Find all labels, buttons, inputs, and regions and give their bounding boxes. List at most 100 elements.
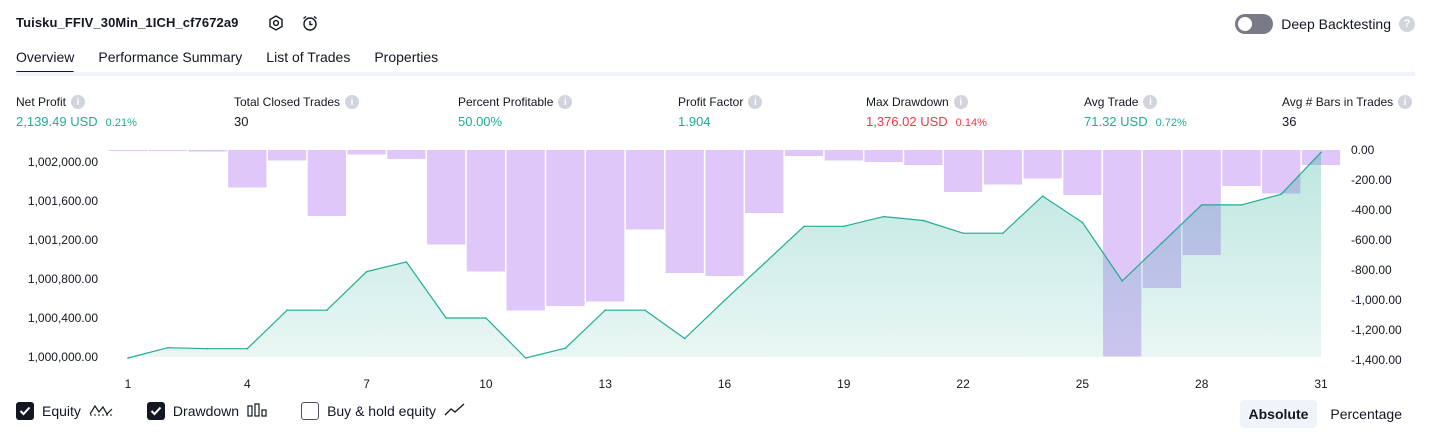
x-axis-tick: 31 <box>1314 377 1328 391</box>
chart-legend: Equity Drawdown Buy & hold equity <box>16 402 500 420</box>
add-alert-icon[interactable] <box>300 13 320 33</box>
info-icon[interactable]: i <box>953 95 968 109</box>
metric-total-closed-trades: Total Closed Trades i 30 <box>234 94 360 129</box>
x-axis-tick: 4 <box>244 377 251 391</box>
legend-equity[interactable]: Equity <box>16 402 113 420</box>
metric-label: Total Closed Trades <box>234 95 341 109</box>
drawdown-label: Drawdown <box>172 403 240 419</box>
x-axis-tick: 22 <box>956 377 970 391</box>
tab-overview[interactable]: Overview <box>16 44 75 74</box>
x-axis-tick: 28 <box>1195 377 1209 391</box>
drawdown-bar <box>427 150 466 245</box>
tab-list-of-trades[interactable]: List of Trades <box>266 49 351 65</box>
drawdown-bar <box>546 150 585 306</box>
drawdown-bar <box>228 150 267 188</box>
right-axis-tick: -800.00 <box>1351 263 1392 277</box>
equity-point <box>405 261 408 263</box>
report-tabs: Overview Performance Summary List of Tra… <box>16 44 438 74</box>
metric-max-drawdown: Max Drawdown i 1,376.02 USD 0.14% <box>866 94 987 129</box>
equity-point <box>922 219 925 222</box>
right-axis: 0.00 -200.00 -400.00 -600.00 -800.00 -1,000.0… <box>1351 143 1402 367</box>
drawdown-bar <box>506 150 545 311</box>
info-icon[interactable]: i <box>748 95 763 109</box>
drawdown-bar <box>1222 150 1261 186</box>
equity-series <box>127 151 1322 359</box>
equity-point <box>1041 195 1044 197</box>
drawdown-bar <box>108 150 148 151</box>
metric-profit-factor: Profit Factor i 1.904 <box>678 94 763 129</box>
equity-point <box>365 270 368 273</box>
absolute-button[interactable]: Absolute <box>1239 400 1318 428</box>
left-axis-tick: 1,001,600.00 <box>28 194 98 208</box>
drawdown-bar <box>625 150 665 230</box>
metric-net-profit: Net Profit i 2,139.49 USD 0.21% <box>16 94 137 129</box>
tab-properties[interactable]: Properties <box>374 49 439 65</box>
drawdown-bar <box>267 150 307 161</box>
metric-value: 1,376.02 USD <box>866 114 948 129</box>
drawdown-bar <box>745 150 784 213</box>
equity-drawdown-chart: 1,000,000.00 1,000,400.00 1,000,800.00 1,00… <box>28 143 1402 391</box>
report-header: Tuisku_FFIV_30Min_1ICH_cf7672a9 Deep Bac… <box>16 12 1415 36</box>
x-axis-tick: 13 <box>599 377 613 391</box>
legend-buy-hold[interactable]: Buy & hold equity <box>301 402 466 420</box>
x-axis-tick: 10 <box>479 377 493 391</box>
info-icon[interactable]: i <box>1398 95 1413 109</box>
drawdown-checkbox[interactable] <box>146 402 165 420</box>
equity-point <box>604 309 606 311</box>
metric-label: Avg # Bars in Trades <box>1282 95 1394 109</box>
drawdown-bar <box>307 150 346 216</box>
info-icon[interactable]: i <box>345 95 360 109</box>
left-axis-tick: 1,000,400.00 <box>28 311 98 325</box>
right-axis-tick: -200.00 <box>1351 173 1392 187</box>
right-axis-tick: -1,400.00 <box>1351 353 1402 367</box>
equity-point <box>1280 193 1283 195</box>
drawdown-bar <box>705 150 744 276</box>
info-icon[interactable]: i <box>1143 95 1158 109</box>
tab-performance-summary[interactable]: Performance Summary <box>98 49 243 65</box>
right-axis-tick: -1,000.00 <box>1351 293 1402 307</box>
metric-label: Profit Factor <box>678 95 744 109</box>
metric-percent-profitable: Percent Profitable i 50.00% <box>458 94 573 129</box>
help-icon[interactable]: ? <box>1399 16 1415 32</box>
drawdown-bar <box>983 150 1022 185</box>
drawdown-bar <box>943 150 983 192</box>
equity-point <box>127 357 129 359</box>
x-axis-tick: 1 <box>125 377 132 391</box>
equity-point <box>843 225 845 228</box>
left-axis: 1,000,000.00 1,000,400.00 1,000,800.00 1,00… <box>28 155 98 364</box>
equity-point <box>564 347 567 350</box>
drawdown-bar <box>387 150 426 159</box>
metric-value: 36 <box>1282 114 1297 129</box>
equity-point <box>206 347 209 350</box>
equity-point <box>326 309 328 311</box>
equity-point <box>524 357 527 359</box>
right-axis-tick: 0.00 <box>1351 143 1375 157</box>
metric-value: 50.00% <box>458 114 503 129</box>
scale-mode-switch: Absolute Percentage <box>1239 400 1412 428</box>
deep-backtesting-control: Deep Backtesting ? <box>1235 12 1415 36</box>
metric-value: 1.904 <box>678 114 711 129</box>
settings-icon[interactable] <box>266 13 286 33</box>
metric-value: 30 <box>234 114 249 129</box>
metric-avg-bars-in-trades: Avg # Bars in Trades i 36 <box>1282 94 1413 129</box>
equity-point <box>286 309 288 311</box>
equity-checkbox[interactable] <box>16 402 34 420</box>
info-icon[interactable]: i <box>71 95 86 109</box>
metric-percent: 0.14% <box>955 117 987 129</box>
drawdown-bar <box>824 150 863 161</box>
trend-line-icon <box>444 403 466 420</box>
x-axis: 1 4 7 10 13 16 19 22 25 28 31 <box>125 377 1328 391</box>
equity-point <box>1161 242 1163 244</box>
deep-backtesting-label: Deep Backtesting <box>1281 16 1391 32</box>
buy-hold-checkbox[interactable] <box>301 402 320 420</box>
deep-backtesting-toggle[interactable] <box>1235 14 1274 34</box>
equity-line-icon <box>89 403 113 420</box>
info-icon[interactable]: i <box>558 95 573 109</box>
left-axis-tick: 1,001,200.00 <box>28 233 98 247</box>
metric-percent: 0.72% <box>1155 117 1187 129</box>
equity-point <box>1081 221 1084 224</box>
percentage-button[interactable]: Percentage <box>1330 406 1402 422</box>
drawdown-bar <box>466 150 506 272</box>
legend-drawdown[interactable]: Drawdown <box>146 402 267 420</box>
tab-divider <box>16 72 1415 76</box>
